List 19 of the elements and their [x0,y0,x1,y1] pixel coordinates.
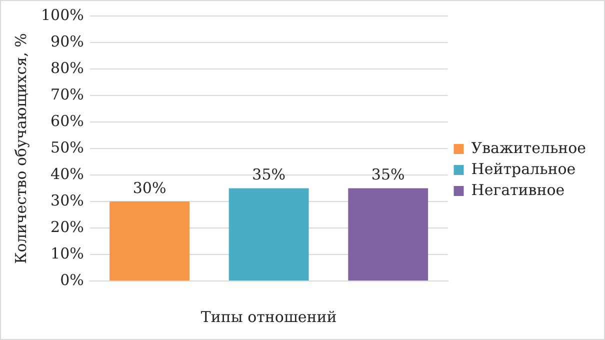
y-tick-label: 90% [50,32,84,50]
data-label: 30% [132,178,166,197]
x-axis-title: Типы отношений [200,308,337,326]
legend-label: Нейтральное [471,160,576,178]
y-tick-label: 70% [50,85,84,104]
legend-label: Негативное [471,180,565,199]
y-tick-label: 20% [50,218,84,236]
legend-label: Уважительное [471,138,586,157]
y-tick-label: 80% [50,58,84,77]
y-tick-label: 10% [50,244,84,262]
y-tick-label: 50% [50,138,84,156]
y-tick-label: 0% [60,270,84,289]
y-tick-label: 60% [50,112,84,130]
y-tick-label: 40% [50,164,84,183]
y-tick-label: 30% [50,191,84,210]
data-label: 35% [252,166,286,184]
data-label: 35% [371,166,405,184]
y-axis-title: Количество обучающихся, % [12,33,30,264]
y-tick-label: 100% [40,6,84,24]
